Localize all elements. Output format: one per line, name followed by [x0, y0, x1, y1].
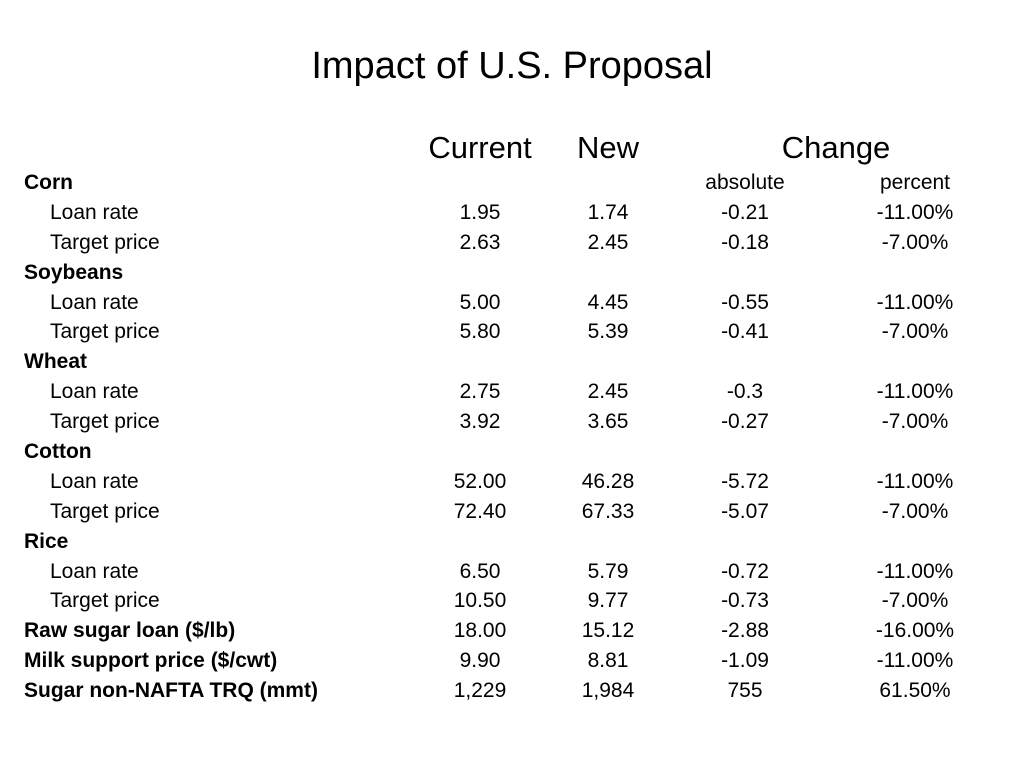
cell-absolute-change: -0.3 [726, 380, 764, 404]
header-change: Change [781, 130, 891, 165]
cell-new: 9.77 [587, 589, 629, 613]
row-label: Soybeans [24, 260, 124, 284]
cell-new: 5.39 [587, 320, 629, 344]
table-row-group: Sugar non-NAFTA TRQ (mmt) 1,229 1,984 755 61… [0, 676, 1024, 706]
table-row: Target price 5.80 5.39 -0.41 -7.00% [0, 317, 1024, 347]
table-row: Target price 3.92 3.65 -0.27 -7.00% [0, 407, 1024, 437]
cell-new: 5.79 [587, 559, 629, 583]
table-row: Loan rate 5.00 4.45 -0.55 -11.00% [0, 288, 1024, 318]
cell-percent-change: -7.00% [881, 410, 949, 434]
table-row: Target price 10.50 9.77 -0.73 -7.00% [0, 586, 1024, 616]
cell-absolute-change: -5.07 [721, 499, 769, 523]
cell-current: 1,229 [453, 679, 507, 703]
cell-current: 10.50 [453, 589, 507, 613]
cell-absolute-change: -0.18 [721, 230, 769, 254]
row-label: Target price [50, 230, 160, 254]
table-row: Loan rate 2.75 2.45 -0.3 -11.00% [0, 377, 1024, 407]
cell-new: 3.65 [587, 410, 629, 434]
cell-absolute-change: -0.73 [721, 589, 769, 613]
header-new: New [576, 130, 639, 165]
row-label: Target price [50, 589, 160, 613]
row-label: Loan rate [50, 469, 139, 493]
table-row: Loan rate 1.95 1.74 -0.21 -11.00% [0, 198, 1024, 228]
row-label: Raw sugar loan ($/lb) [24, 619, 236, 643]
cell-absolute-change: -0.21 [721, 200, 769, 224]
cell-absolute-change: -0.41 [721, 320, 769, 344]
cell-current: 5.80 [459, 320, 501, 344]
table-row: Loan rate 6.50 5.79 -0.72 -11.00% [0, 557, 1024, 587]
cell-current: 1.95 [459, 200, 501, 224]
cell-new: 1.74 [587, 200, 629, 224]
cell-percent-change: -11.00% [876, 469, 954, 493]
table-row: Loan rate 52.00 46.28 -5.72 -11.00% [0, 467, 1024, 497]
cell-current: 18.00 [453, 619, 507, 643]
cell-absolute-change: -2.88 [721, 619, 769, 643]
cell-new: 15.12 [581, 619, 635, 643]
cell-current: 52.00 [453, 469, 507, 493]
cell-percent-change: -7.00% [881, 230, 949, 254]
table-row-group: Soybeans [0, 258, 1024, 288]
cell-percent-change: 61.50% [879, 679, 951, 703]
row-label: Target price [50, 410, 160, 434]
table-row-group: Corn [0, 168, 1024, 198]
cell-new: 67.33 [581, 499, 635, 523]
cell-absolute-change: 755 [727, 679, 763, 703]
cell-percent-change: -11.00% [876, 290, 954, 314]
cell-absolute-change: -0.27 [721, 410, 769, 434]
slide-title: Impact of U.S. Proposal [311, 45, 713, 87]
cell-absolute-change: -0.72 [721, 559, 769, 583]
row-label: Target price [50, 320, 160, 344]
cell-absolute-change: -5.72 [721, 469, 769, 493]
cell-absolute-change: -0.55 [721, 290, 769, 314]
table-row-group: Raw sugar loan ($/lb) 18.00 15.12 -2.88 -16.… [0, 616, 1024, 646]
cell-percent-change: -7.00% [881, 320, 949, 344]
row-label: Wheat [24, 350, 87, 374]
cell-current: 5.00 [459, 290, 501, 314]
table-row-group: Wheat [0, 347, 1024, 377]
cell-new: 1,984 [581, 679, 635, 703]
row-label: Cotton [24, 440, 92, 464]
subheader-percent: percent [879, 171, 951, 194]
row-label: Loan rate [50, 380, 139, 404]
cell-new: 4.45 [587, 290, 629, 314]
subheader-absolute: absolute [705, 171, 785, 194]
cell-percent-change: -11.00% [876, 380, 954, 404]
cell-percent-change: -11.00% [876, 200, 954, 224]
cell-percent-change: -16.00% [875, 619, 955, 643]
cell-new: 46.28 [581, 469, 635, 493]
cell-percent-change: -11.00% [876, 649, 954, 673]
row-label: Target price [50, 499, 160, 523]
table-row-group: Milk support price ($/cwt) 9.90 8.81 -1.09 -… [0, 646, 1024, 676]
cell-new: 2.45 [587, 230, 629, 254]
cell-current: 6.50 [459, 559, 501, 583]
row-label: Loan rate [50, 290, 139, 314]
comparison-table: Corn Loan rate 1.95 1.74 -0.21 -11.00% Target … [0, 168, 1024, 706]
row-label: Corn [24, 171, 73, 194]
cell-current: 2.63 [459, 230, 501, 254]
cell-current: 9.90 [459, 649, 501, 673]
cell-absolute-change: -1.09 [721, 649, 769, 673]
table-row: Target price 72.40 67.33 -5.07 -7.00% [0, 497, 1024, 527]
cell-percent-change: -7.00% [881, 589, 949, 613]
cell-new: 2.45 [587, 380, 629, 404]
table-row-group: Rice [0, 527, 1024, 557]
cell-percent-change: -11.00% [876, 559, 954, 583]
table-row-group: Cotton [0, 437, 1024, 467]
header-current: Current [428, 130, 532, 165]
table-row: Target price 2.63 2.45 -0.18 -7.00% [0, 228, 1024, 258]
row-label: Sugar non-NAFTA TRQ (mmt) [24, 679, 318, 703]
row-label: Loan rate [50, 559, 139, 583]
cell-new: 8.81 [587, 649, 629, 673]
row-label: Rice [24, 529, 69, 553]
row-label: Loan rate [50, 200, 139, 224]
cell-current: 2.75 [459, 380, 501, 404]
cell-current: 3.92 [459, 410, 501, 434]
row-label: Milk support price ($/cwt) [24, 649, 278, 673]
cell-current: 72.40 [453, 499, 507, 523]
cell-percent-change: -7.00% [881, 499, 949, 523]
